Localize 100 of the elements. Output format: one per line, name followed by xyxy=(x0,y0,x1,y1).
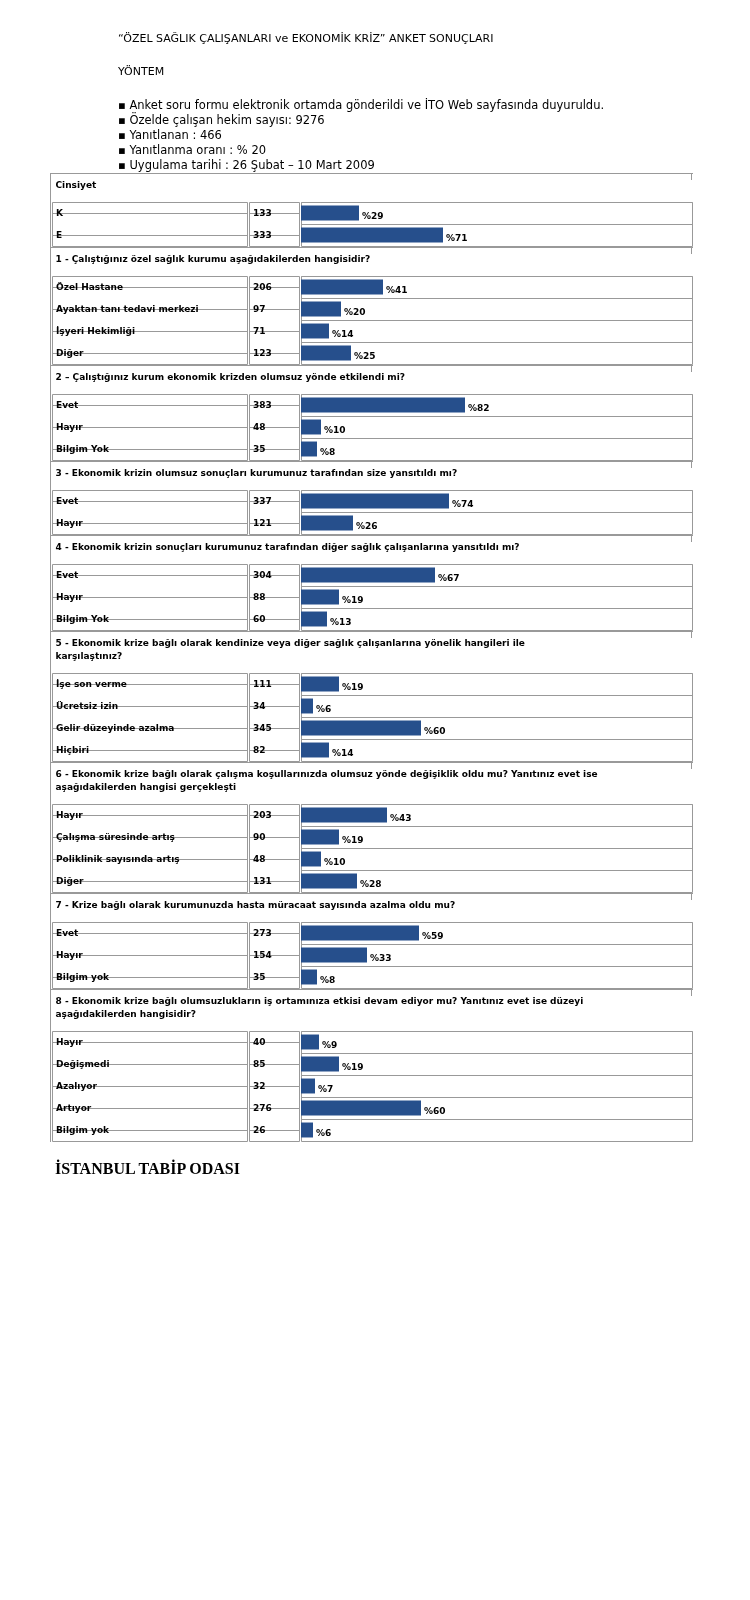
data-label: %67 xyxy=(438,573,460,583)
data-label: %19 xyxy=(342,835,364,845)
data-label: %7 xyxy=(318,1084,334,1094)
chart-title: 5 - Ekonomik krize bağlı olarak kendinize veya diğer sağlık çalışanlarına yönelik hangileri ile karşılaştınız? xyxy=(55,637,525,661)
bar xyxy=(301,807,387,823)
y2-tick-label: 206 xyxy=(253,282,272,292)
chart-title: 2 – Çalıştığınız kurum ekonomik krizden olumsuz yönde etkilendi mi? xyxy=(55,371,406,382)
y2-tick-label: 383 xyxy=(253,400,272,410)
chart-title: 6 - Ekonomik krize bağlı olarak çalışma koşullarınızda olumsuz yönde değişiklik oldu mu? Yanıtınız evet ise aşağıdakilerden hangisi gerçekleşti xyxy=(55,768,598,792)
data-label: %9 xyxy=(322,1040,338,1050)
y-tick-label: E xyxy=(56,230,63,240)
y-tick-label: Hayır xyxy=(56,1037,84,1047)
y-tick-label: Evet xyxy=(56,570,80,580)
y2-tick-label: 85 xyxy=(253,1059,266,1069)
text: “ÖZEL SAĞLIK ÇALIŞANLARI ve EKONOMİK KRİZ” ANKET SONUÇLARI xyxy=(118,32,495,45)
y2-tick-label: 97 xyxy=(253,304,266,314)
y-tick-label: Hayır xyxy=(56,422,84,432)
y-tick-label: Evet xyxy=(56,400,80,410)
text: ▪ Anket soru formu elektronik ortamda gönderildi ve İTO Web sayfasında duyuruldu. xyxy=(118,98,606,112)
bar xyxy=(301,1034,319,1050)
chart-title: 4 - Ekonomik krizin sonuçları kurumunuz tarafından diğer sağlık çalışanlarına yansıtıldı mı? xyxy=(55,541,520,552)
y2-tick-label: 82 xyxy=(253,745,266,755)
y2-tick-label: 35 xyxy=(253,444,266,454)
data-label: %19 xyxy=(342,682,364,692)
y-tick-label: Gelir düzeyinde azalma xyxy=(56,723,175,733)
bar xyxy=(301,301,341,317)
bar xyxy=(301,345,351,361)
bar xyxy=(301,873,357,889)
bar xyxy=(301,676,339,692)
y-tick-label: Özel Hastane xyxy=(56,282,124,292)
bar xyxy=(301,323,329,339)
y2-tick-label: 154 xyxy=(253,950,272,960)
data-label: %6 xyxy=(316,1128,332,1138)
data-label: %25 xyxy=(354,351,376,361)
y2-tick-label: 333 xyxy=(253,230,272,240)
y2-tick-label: 88 xyxy=(253,592,266,602)
y-tick-label: Hiçbiri xyxy=(56,745,90,755)
y-tick-label: Artıyor xyxy=(56,1103,92,1113)
text: ▪ Özelde çalışan hekim sayısı: 9276 xyxy=(118,113,326,128)
chart-title: 3 - Ekonomik krizin olumsuz sonuçları kurumunuz tarafından size yansıtıldı mı? xyxy=(55,467,458,478)
bar xyxy=(301,829,339,845)
data-label: %8 xyxy=(320,447,336,457)
data-label: %14 xyxy=(332,748,354,758)
y2-tick-label: 40 xyxy=(253,1037,266,1047)
data-label: %28 xyxy=(360,879,382,889)
y-tick-label: Bilgim yok xyxy=(56,972,111,982)
data-label: %33 xyxy=(370,953,392,963)
y-tick-label: Çalışma süresinde artış xyxy=(56,832,175,842)
y-tick-label: Hayır xyxy=(56,592,84,602)
chart-title: 7 - Krize bağlı olarak kurumunuzda hasta müracaat sayısında azalma oldu mu? xyxy=(55,899,456,910)
y2-tick-label: 133 xyxy=(253,208,272,218)
data-label: %19 xyxy=(342,1062,364,1072)
y2-tick-label: 48 xyxy=(253,854,266,864)
text: 1 - Çalıştığınız özel sağlık kurumu aşağıdakilerden hangisidir? xyxy=(55,253,371,264)
y2-tick-label: 337 xyxy=(253,496,272,506)
y-tick-label: Hayır xyxy=(56,518,84,528)
y-tick-label: Azalıyor xyxy=(56,1081,98,1091)
text: ▪ Yanıtlanma oranı : % 20 xyxy=(118,143,268,158)
y-tick-label: Ayaktan tanı tedavi merkezi xyxy=(56,304,199,314)
y-tick-label: Bilgim Yok xyxy=(56,444,110,454)
data-label: %20 xyxy=(344,307,366,317)
data-label: %13 xyxy=(330,617,352,627)
data-label: %8 xyxy=(320,975,336,985)
data-label: %26 xyxy=(356,521,378,531)
y2-tick-label: 90 xyxy=(253,832,266,842)
data-label: %14 xyxy=(332,329,354,339)
bar xyxy=(301,1122,313,1138)
y-tick-label: Ücretsiz izin xyxy=(56,701,119,711)
y2-tick-label: 304 xyxy=(253,570,272,580)
data-label: %41 xyxy=(386,285,408,295)
data-label: %43 xyxy=(390,813,412,823)
data-label: %19 xyxy=(342,595,364,605)
bar xyxy=(301,742,329,758)
y-tick-label: İşe son verme xyxy=(56,679,127,689)
y2-tick-label: 71 xyxy=(253,326,266,336)
data-label: %6 xyxy=(316,704,332,714)
y-tick-label: Bilgim Yok xyxy=(56,614,110,624)
text: İSTANBUL TABİP ODASI xyxy=(55,1160,241,1178)
y2-tick-label: 32 xyxy=(253,1081,266,1091)
y-tick-label: Evet xyxy=(56,496,80,506)
bar xyxy=(301,851,321,867)
text: ▪ Yanıtlanan : 466 xyxy=(118,128,223,143)
y-tick-label: Değişmedi xyxy=(56,1059,110,1069)
y-tick-label: Poliklinik sayısında artış xyxy=(56,854,180,864)
y-tick-label: Bilgim yok xyxy=(56,1125,111,1135)
y-tick-label: Evet xyxy=(56,928,80,938)
chart-title: 8 - Ekonomik krize bağlı olumsuzlukların iş ortamınıza etkisi devam ediyor mu? Yanıtınız evet ise düzeyi aşağıdakilerden hangisidir? xyxy=(55,995,584,1019)
y-tick-label: İşyeri Hekimliği xyxy=(56,326,136,336)
bar xyxy=(301,698,313,714)
y2-tick-label: 35 xyxy=(253,972,266,982)
data-label: %82 xyxy=(468,403,490,413)
data-label: %59 xyxy=(422,931,444,941)
y2-tick-label: 276 xyxy=(253,1103,272,1113)
y2-tick-label: 273 xyxy=(253,928,272,938)
bar xyxy=(301,279,383,295)
data-label: %10 xyxy=(324,857,346,867)
text: YÖNTEM xyxy=(118,65,166,78)
data-label: %60 xyxy=(424,1106,446,1116)
y2-tick-label: 123 xyxy=(253,348,272,358)
bar xyxy=(301,1078,315,1094)
